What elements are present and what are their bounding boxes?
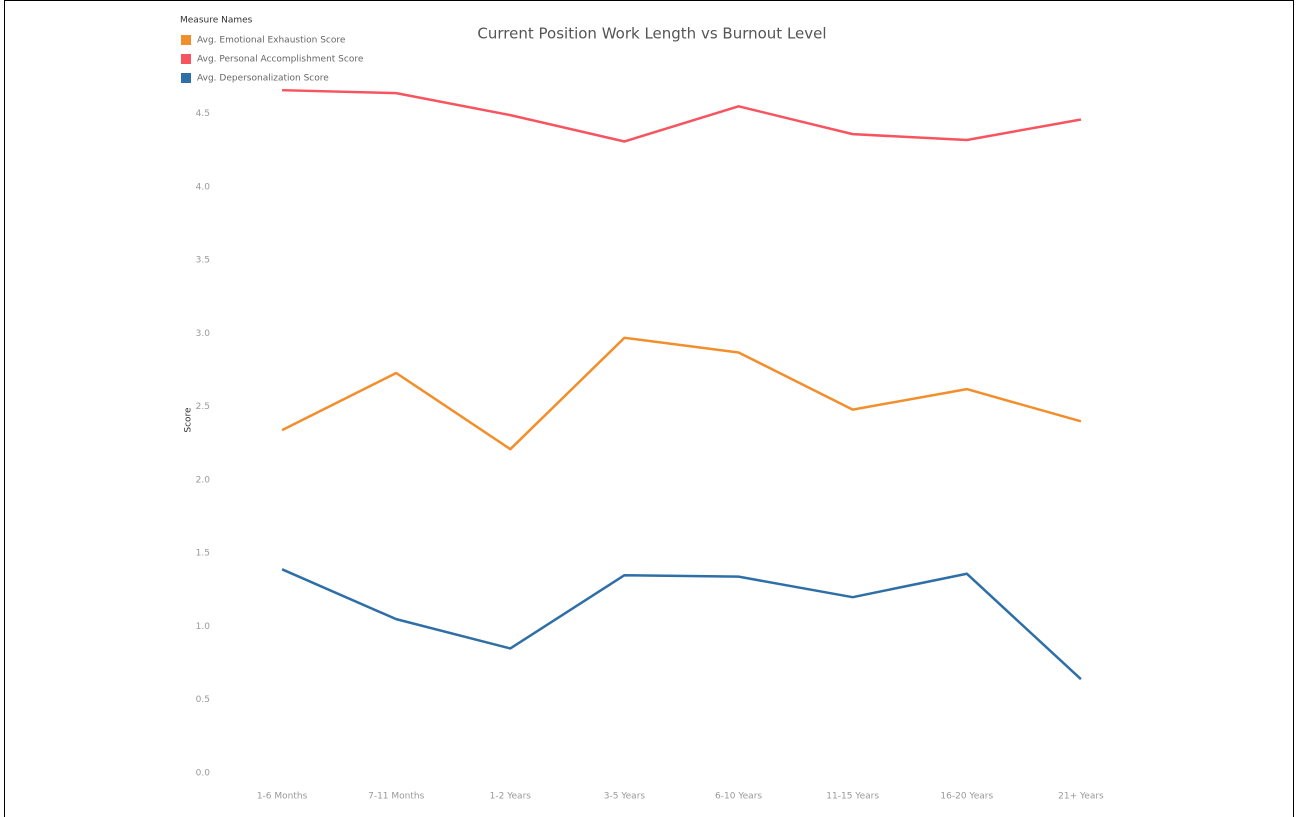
x-tick-label: 1-2 Years [490, 792, 532, 802]
line-series [282, 88, 1082, 143]
legend-title: Measure Names [180, 16, 253, 26]
x-tick-label: 11-15 Years [826, 792, 879, 802]
y-axis-label: Score [184, 407, 194, 433]
y-tick-label: 2.5 [196, 402, 210, 412]
y-tick-label: 3.0 [196, 329, 211, 339]
legend-swatch [181, 35, 191, 45]
legend-label: Avg. Emotional Exhaustion Score [197, 36, 346, 46]
x-tick-label: 1-6 Months [257, 792, 308, 802]
x-tick-label: 21+ Years [1058, 792, 1104, 802]
x-tick-label: 7-11 Months [368, 792, 424, 802]
y-tick-label: 4.0 [196, 182, 211, 192]
legend-swatch [181, 73, 191, 83]
line-series [281, 336, 1082, 451]
y-tick-label: 0.5 [196, 695, 210, 705]
x-tick-label: 6-10 Years [715, 792, 762, 802]
legend-swatch [181, 54, 191, 64]
y-tick-label: 4.5 [196, 109, 210, 119]
y-tick-label: 0.0 [196, 769, 211, 779]
legend-label: Avg. Personal Accomplishment Score [197, 55, 364, 65]
frame [4, 0, 1294, 817]
legend-label: Avg. Depersonalization Score [197, 74, 329, 84]
y-tick-label: 2.0 [196, 475, 211, 485]
y-tick-label: 3.5 [196, 256, 210, 266]
x-tick-label: 3-5 Years [604, 792, 646, 802]
line-series [281, 568, 1082, 681]
y-tick-label: 1.0 [196, 622, 211, 632]
y-tick-label: 1.5 [196, 549, 210, 559]
x-tick-label: 16-20 Years [940, 792, 993, 802]
chart-title: Current Position Work Length vs Burnout … [477, 25, 826, 43]
